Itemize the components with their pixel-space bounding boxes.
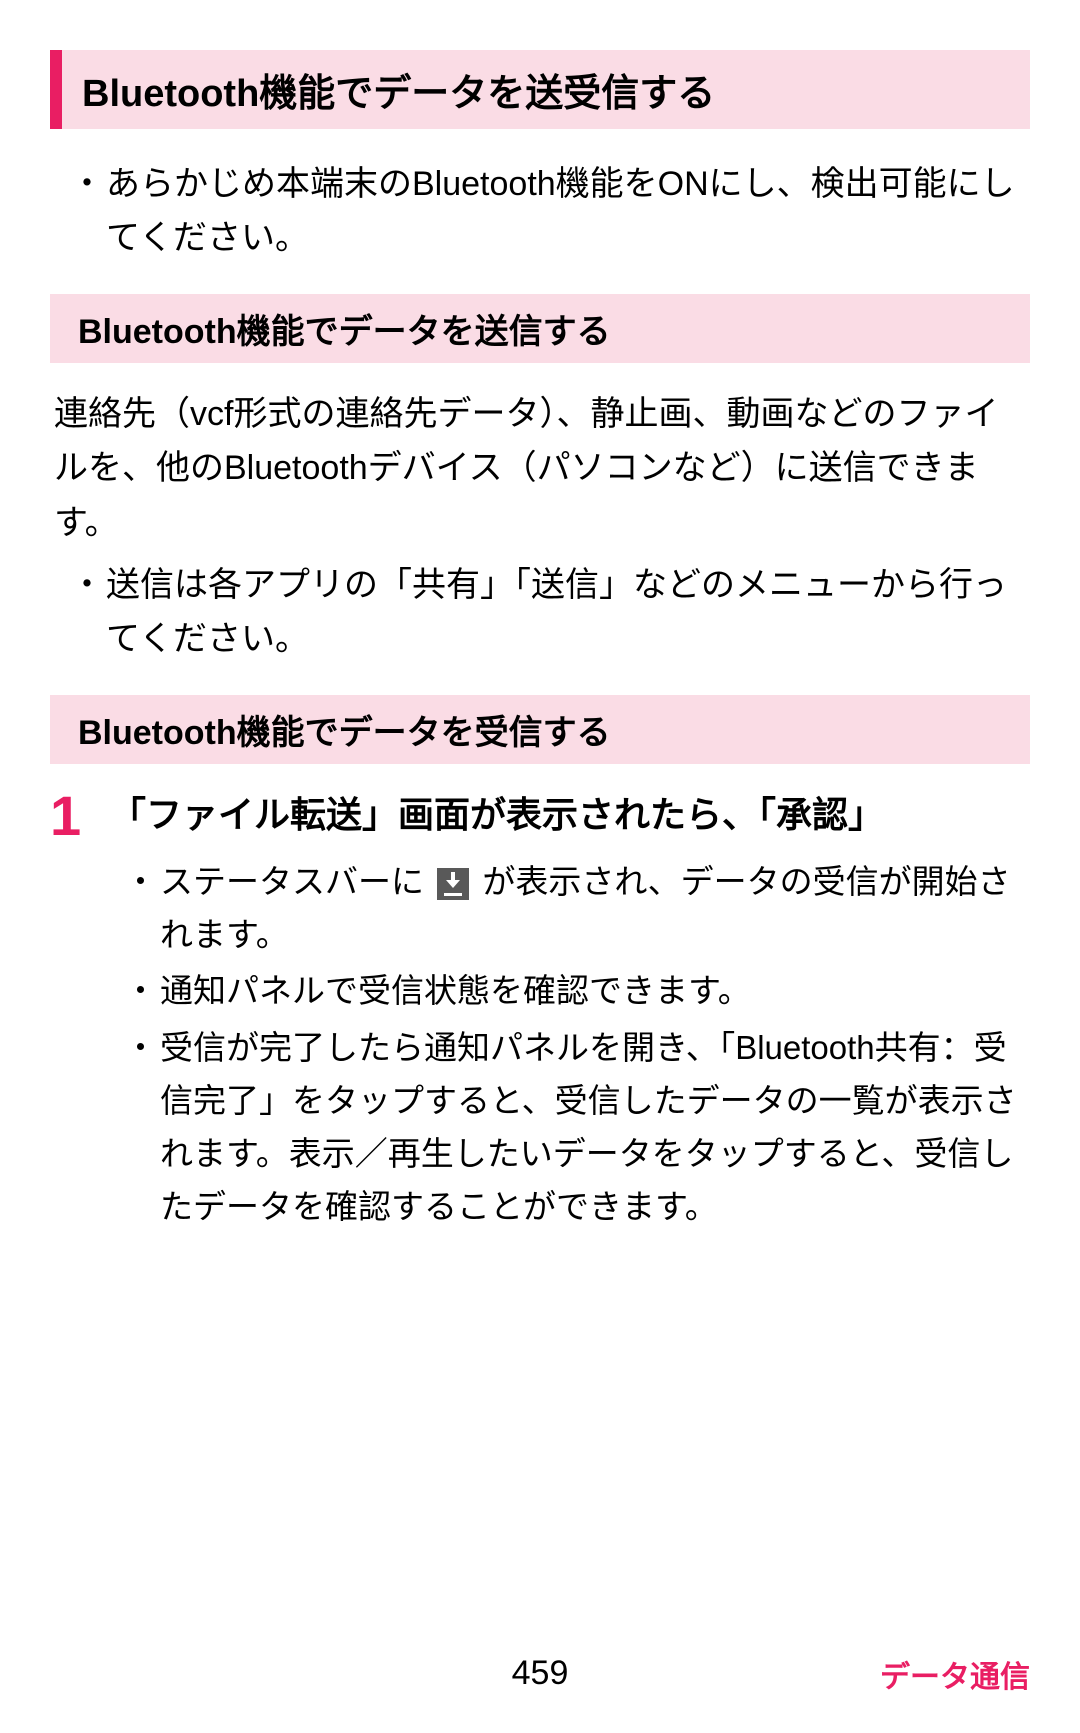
section2-heading-text: Bluetooth機能でデータを受信する [78, 705, 1002, 754]
section1-body-text: 連絡先（vcf形式の連絡先データ）、静止画、動画などのファイルを、他のBluet… [54, 387, 1030, 550]
section1-heading-bar: Bluetooth機能でデータを送信する [50, 294, 1030, 363]
bullet1-text-before: ステータスバーに [160, 863, 424, 900]
download-icon [437, 868, 469, 900]
footer: 459 データ通信 [0, 1654, 1080, 1693]
section2-bullet-2: 通知パネルで受信状態を確認できます。 [124, 965, 1030, 1018]
main-heading-bar: Bluetooth機能でデータを送受信する [50, 50, 1030, 129]
page-number: 459 [512, 1654, 569, 1693]
intro-bullet-list: あらかじめ本端末のBluetooth機能をONにし、検出可能にしてください。 [70, 157, 1030, 266]
section-label: データ通信 [880, 1652, 1030, 1696]
step-number: 1 [50, 788, 90, 844]
section1-heading-text: Bluetooth機能でデータを送信する [78, 304, 1002, 353]
main-heading-text: Bluetooth機能でデータを送受信する [82, 62, 1010, 117]
section2-heading-bar: Bluetooth機能でデータを受信する [50, 695, 1030, 764]
intro-bullet-item: あらかじめ本端末のBluetooth機能をONにし、検出可能にしてください。 [70, 157, 1030, 266]
step-text: 「ファイル転送」画面が表示されたら、「承認」 [110, 788, 1030, 844]
section2-bullet-list: ステータスバーに が表示され、データの受信が開始されます。 通知パネルで受信状態… [124, 856, 1030, 1234]
section1-bullet-list: 送信は各アプリの「共有」「送信」などのメニューから行ってください。 [70, 558, 1030, 667]
step-container: 1 「ファイル転送」画面が表示されたら、「承認」 [50, 788, 1030, 844]
section2-bullet-3: 受信が完了したら通知パネルを開き、「Bluetooth共有：受信完了」をタップす… [124, 1022, 1030, 1233]
section1-bullet-item: 送信は各アプリの「共有」「送信」などのメニューから行ってください。 [70, 558, 1030, 667]
section2-bullet-1: ステータスバーに が表示され、データの受信が開始されます。 [124, 856, 1030, 962]
